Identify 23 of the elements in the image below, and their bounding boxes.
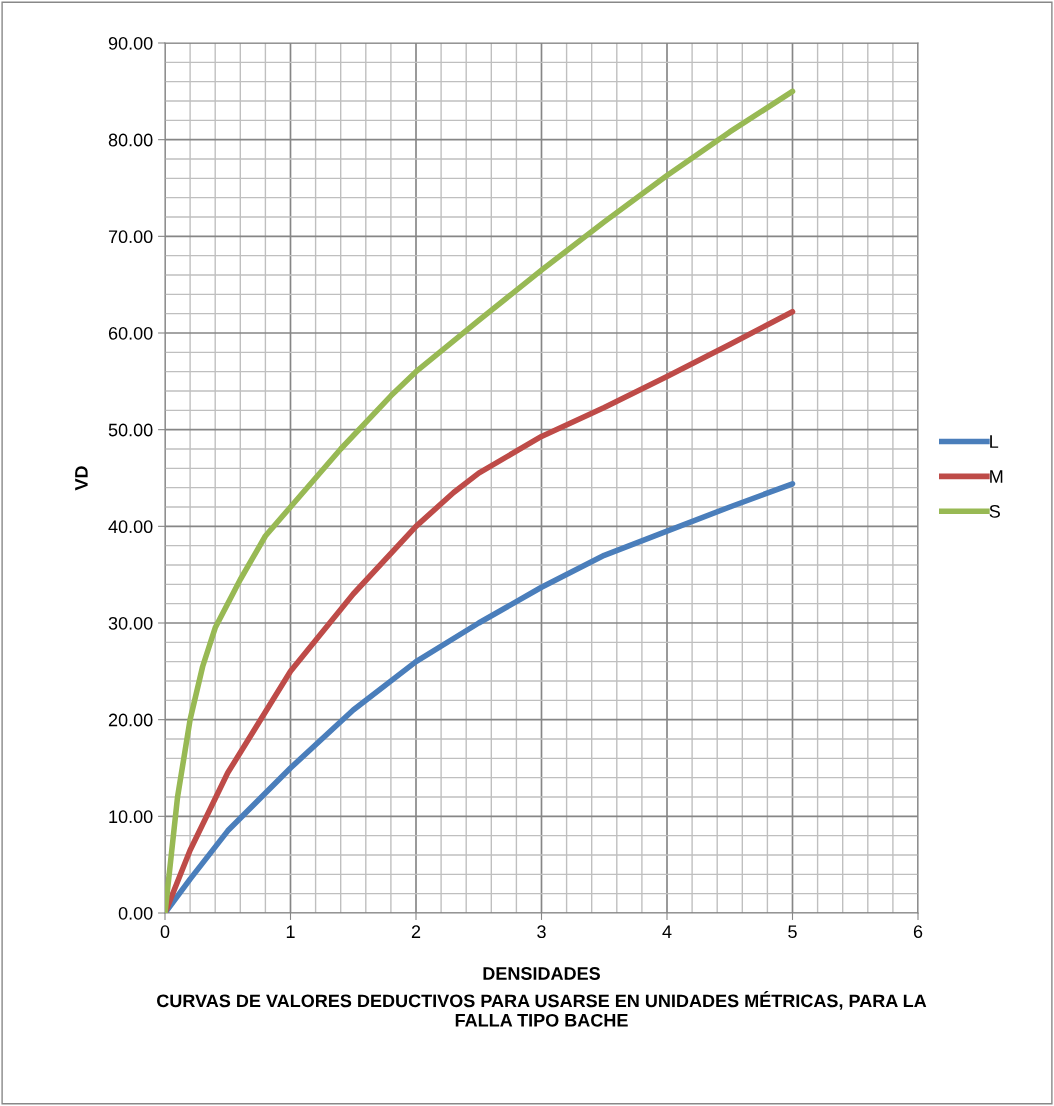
x-tick-label: 1 xyxy=(286,925,295,938)
y-tick-label: 50.00 xyxy=(108,423,153,437)
x-tick-label: 2 xyxy=(411,925,421,938)
x-tick-label: 3 xyxy=(537,925,546,939)
x-tick-label: 0 xyxy=(160,925,170,939)
y-tick-label: 0.00 xyxy=(118,906,153,920)
x-axis-title: DENSIDADES xyxy=(483,967,600,980)
x-tick-label: 6 xyxy=(913,925,923,939)
y-tick-label: 20.00 xyxy=(108,713,153,727)
legend-label: L xyxy=(990,435,999,448)
x-tick-label: 5 xyxy=(788,925,797,939)
legend-label: M xyxy=(990,470,1003,483)
y-tick-label: 60.00 xyxy=(108,326,153,340)
y-tick-label: 90.00 xyxy=(108,36,153,50)
y-tick-label: 30.00 xyxy=(108,616,153,630)
y-tick-label: 70.00 xyxy=(108,230,153,244)
y-tick-label: 40.00 xyxy=(108,520,153,534)
text: CURVAS DE VALORES DEDUCTIVOS PARA USARSE EN UNIDADES MÉTRICAS, PARA LA FALLA TIPO BACHE xyxy=(157,991,927,1027)
y-tick-label: 80.00 xyxy=(108,133,153,147)
x-tick-label: 4 xyxy=(662,925,672,938)
y-tick-label: 10.00 xyxy=(109,810,153,824)
y-axis-title: VD xyxy=(75,466,88,491)
legend-label: S xyxy=(989,504,1000,518)
